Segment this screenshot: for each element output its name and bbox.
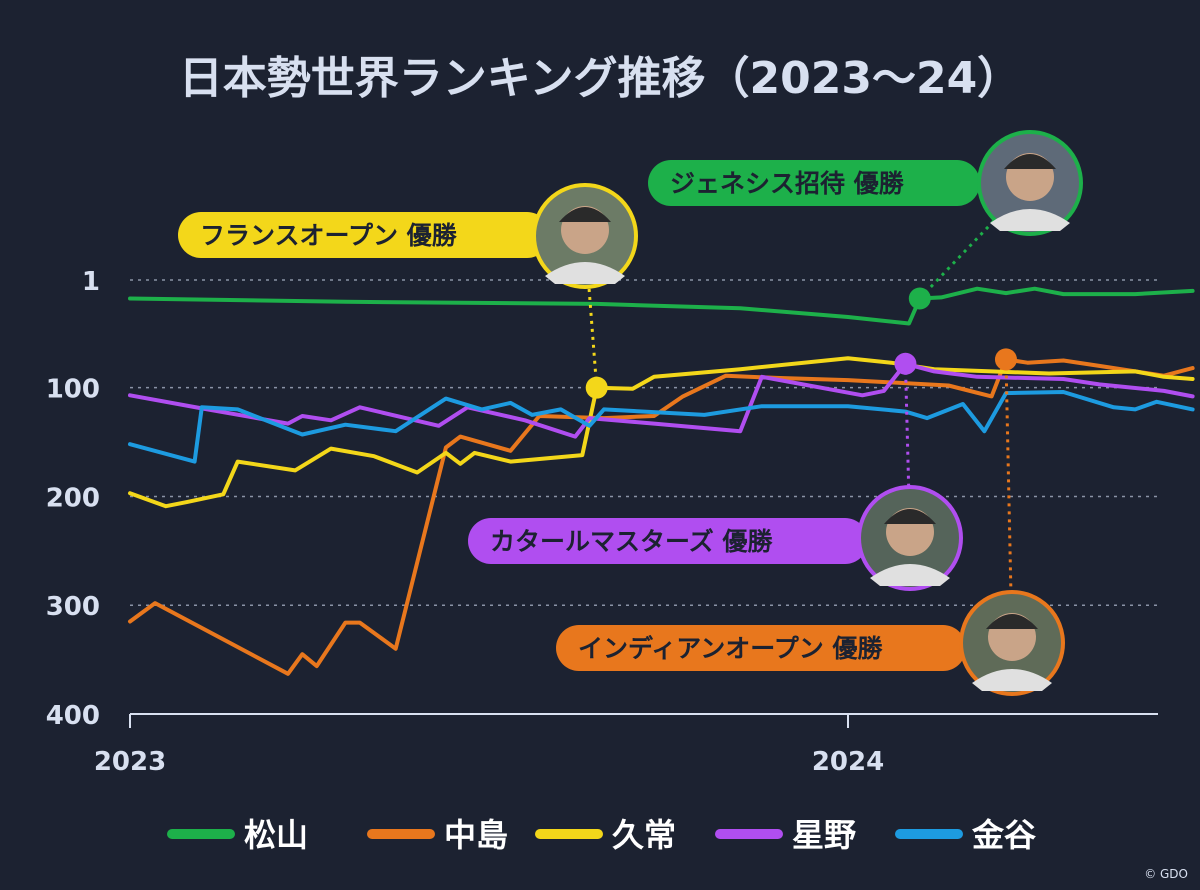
copyright-credit: © GDO xyxy=(1144,867,1188,881)
player-photo xyxy=(959,590,1065,696)
annotation-pill xyxy=(648,160,980,206)
annotation-2: カタールマスターズ 優勝 xyxy=(468,352,963,591)
legend-item-4: 金谷 xyxy=(895,816,1036,854)
legend-item-0: 松山 xyxy=(167,816,308,854)
series-line-2 xyxy=(128,356,1195,509)
legend-label: 中島 xyxy=(444,816,508,854)
annotation-3: インディアンオープン 優勝 xyxy=(556,348,1065,696)
x-tick-label: 2023 xyxy=(94,747,166,777)
annotation-marker xyxy=(894,352,917,375)
legend: 松山 中島 久常 星野 金谷 xyxy=(167,816,1036,854)
series-line-0 xyxy=(128,286,1195,326)
annotation-pill xyxy=(178,212,550,258)
annotation-label: フランスオープン 優勝 xyxy=(200,221,458,250)
chart-title: 日本勢世界ランキング推移（2023～24） xyxy=(179,53,1021,104)
legend-label: 久常 xyxy=(612,816,676,854)
annotation-1: ジェネシス招待 優勝 xyxy=(648,130,1083,310)
series-line-1 xyxy=(128,357,1195,676)
series-line-4 xyxy=(128,390,1195,464)
y-tick-label: 100 xyxy=(46,375,100,405)
annotation-pill xyxy=(468,518,868,564)
annotation-label: インディアンオープン 優勝 xyxy=(578,634,883,663)
x-tick-label: 2024 xyxy=(812,747,884,777)
y-tick-label: 400 xyxy=(46,701,100,731)
legend-item-3: 星野 xyxy=(715,816,856,854)
annotation-leader xyxy=(918,181,1032,300)
player-photo xyxy=(977,130,1083,236)
legend-item-1: 中島 xyxy=(367,816,508,854)
axis-layer: 1 100 200 300 400 2023 2024 xyxy=(46,267,1158,777)
annotation-marker xyxy=(908,287,931,310)
annotation-0: フランスオープン 優勝 xyxy=(178,183,638,399)
legend-label: 金谷 xyxy=(971,816,1036,854)
annotation-marker xyxy=(585,376,608,399)
annotation-pill xyxy=(556,625,966,671)
legend-label: 松山 xyxy=(244,816,308,854)
y-tick-label: 200 xyxy=(46,483,100,513)
player-photo xyxy=(857,485,963,591)
y-tick-label: 1 xyxy=(82,267,100,297)
series-layer xyxy=(128,286,1195,676)
legend-label: 星野 xyxy=(792,816,856,854)
annotation-label: ジェネシス招待 優勝 xyxy=(670,169,905,198)
annotation-leader xyxy=(583,235,599,388)
y-tick-label: 300 xyxy=(46,592,100,622)
legend-item-2: 久常 xyxy=(535,816,676,854)
player-photo xyxy=(532,183,638,289)
annotation-marker xyxy=(994,348,1017,371)
annotation-label: カタールマスターズ 優勝 xyxy=(490,527,773,556)
